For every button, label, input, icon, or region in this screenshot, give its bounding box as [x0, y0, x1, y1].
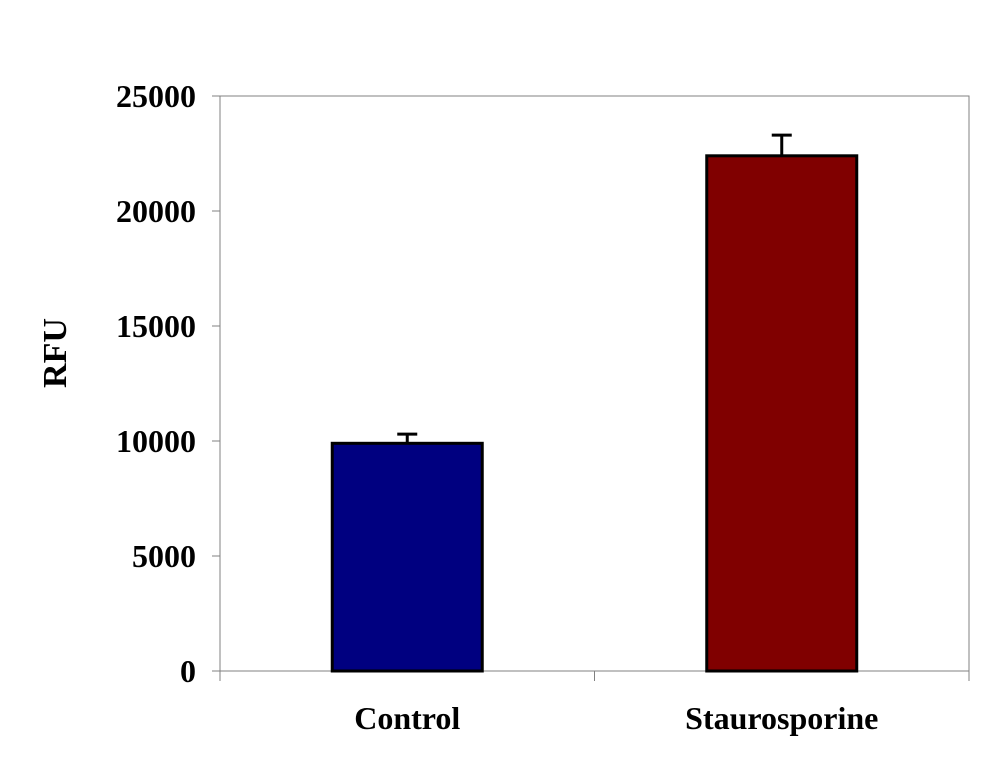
x-tick-label: Control: [354, 700, 460, 736]
x-axis: Control Staurosporine: [219, 671, 970, 736]
y-tick-label: 10000: [116, 423, 196, 459]
y-tick-label: 15000: [116, 308, 196, 344]
y-axis-label: RFU: [37, 318, 74, 388]
y-tick-label: 25000: [116, 78, 196, 114]
bar-control: [330, 432, 484, 673]
bar-staurosporine: [705, 133, 859, 673]
y-tick-label: 20000: [116, 193, 196, 229]
bars: [330, 133, 859, 673]
y-tick-label: 5000: [132, 538, 196, 574]
y-tick-label: 0: [180, 653, 196, 689]
x-tick-label: Staurosporine: [685, 700, 878, 736]
y-axis: 0 5000 10000 15000 20000 25000: [116, 78, 220, 689]
